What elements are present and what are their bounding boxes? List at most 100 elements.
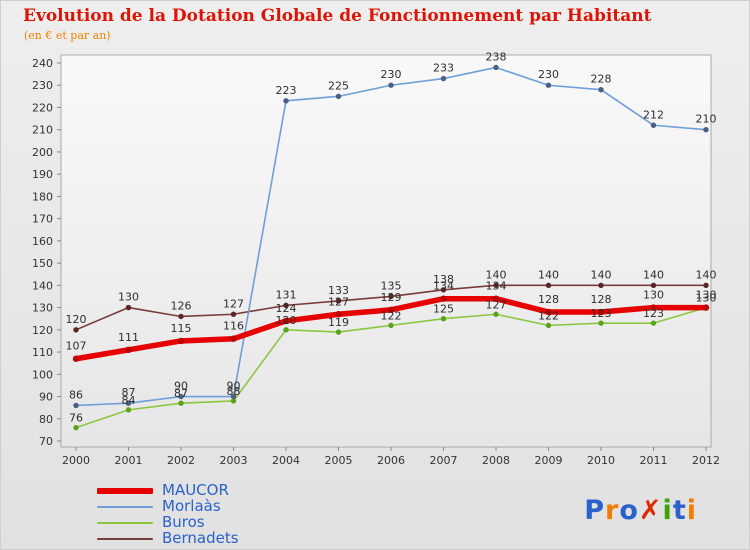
logo-letter: i	[662, 495, 673, 526]
svg-text:2004: 2004	[272, 454, 300, 467]
legend-swatch	[97, 537, 153, 540]
svg-text:84: 84	[122, 394, 136, 407]
svg-text:90: 90	[39, 391, 53, 404]
svg-text:125: 125	[433, 303, 454, 316]
svg-text:100: 100	[32, 368, 53, 381]
svg-text:127: 127	[486, 298, 507, 311]
chart-title: Evolution de la Dotation Globale de Fonc…	[23, 6, 652, 26]
svg-text:170: 170	[32, 213, 53, 226]
svg-text:87: 87	[122, 386, 136, 399]
chart-subtitle: (en € et par an)	[24, 29, 111, 42]
svg-text:76: 76	[69, 412, 83, 425]
svg-text:233: 233	[433, 62, 454, 75]
svg-text:90: 90	[174, 380, 188, 393]
svg-text:133: 133	[328, 284, 349, 297]
svg-text:2001: 2001	[115, 454, 143, 467]
svg-text:130: 130	[696, 292, 717, 305]
svg-text:210: 210	[32, 124, 53, 137]
svg-text:120: 120	[276, 314, 297, 327]
svg-text:2003: 2003	[220, 454, 248, 467]
svg-text:223: 223	[276, 84, 297, 97]
svg-text:130: 130	[643, 289, 664, 302]
svg-text:134: 134	[433, 280, 454, 293]
svg-text:212: 212	[643, 108, 664, 121]
svg-text:138: 138	[433, 273, 454, 286]
logo-letter: i	[686, 495, 697, 526]
logo-letter: o	[619, 495, 639, 526]
legend-item: Bernadets	[97, 529, 239, 547]
svg-text:131: 131	[276, 288, 297, 301]
logo-letter: r	[605, 495, 620, 526]
svg-text:86: 86	[69, 388, 83, 401]
svg-text:119: 119	[328, 316, 349, 329]
svg-text:140: 140	[538, 268, 559, 281]
svg-text:120: 120	[66, 313, 87, 326]
legend-label: MAUCOR	[162, 481, 229, 499]
proxiti-logo: Pro✗iti	[584, 495, 697, 526]
svg-text:140: 140	[486, 268, 507, 281]
svg-text:123: 123	[591, 307, 612, 320]
svg-text:127: 127	[328, 295, 349, 308]
svg-text:2008: 2008	[482, 454, 510, 467]
svg-text:160: 160	[32, 235, 53, 248]
legend-swatch	[97, 521, 153, 524]
svg-text:140: 140	[32, 279, 53, 292]
svg-text:210: 210	[696, 113, 717, 126]
svg-text:120: 120	[32, 324, 53, 337]
svg-text:123: 123	[643, 307, 664, 320]
svg-text:80: 80	[39, 413, 53, 426]
legend-label: Buros	[162, 513, 205, 531]
svg-text:140: 140	[696, 268, 717, 281]
legend-label: Bernadets	[162, 529, 239, 547]
svg-text:107: 107	[66, 340, 87, 353]
svg-text:2012: 2012	[692, 454, 720, 467]
svg-text:200: 200	[32, 146, 53, 159]
svg-text:230: 230	[32, 79, 53, 92]
svg-text:190: 190	[32, 168, 53, 181]
svg-text:134: 134	[486, 280, 507, 293]
svg-text:115: 115	[171, 322, 192, 335]
svg-text:2006: 2006	[377, 454, 405, 467]
svg-text:220: 220	[32, 101, 53, 114]
svg-text:2009: 2009	[535, 454, 563, 467]
svg-text:88: 88	[227, 385, 241, 398]
svg-text:111: 111	[118, 331, 139, 344]
svg-text:140: 140	[643, 268, 664, 281]
logo-letter: ✗	[638, 495, 663, 526]
svg-text:122: 122	[381, 309, 402, 322]
svg-text:135: 135	[381, 279, 402, 292]
svg-text:124: 124	[276, 302, 297, 315]
svg-text:180: 180	[32, 190, 53, 203]
svg-text:130: 130	[32, 302, 53, 315]
svg-text:128: 128	[538, 293, 559, 306]
svg-text:225: 225	[328, 79, 349, 92]
svg-text:238: 238	[486, 50, 507, 63]
svg-text:2000: 2000	[62, 454, 90, 467]
svg-text:90: 90	[227, 380, 241, 393]
legend-swatch	[97, 505, 153, 508]
svg-text:140: 140	[591, 268, 612, 281]
svg-text:2002: 2002	[167, 454, 195, 467]
svg-text:230: 230	[538, 68, 559, 81]
svg-text:130: 130	[118, 291, 139, 304]
svg-text:127: 127	[223, 297, 244, 310]
legend-item: MAUCOR	[97, 481, 239, 499]
svg-text:126: 126	[171, 299, 192, 312]
svg-text:130: 130	[696, 289, 717, 302]
svg-text:240: 240	[32, 57, 53, 70]
svg-text:230: 230	[381, 68, 402, 81]
svg-text:87: 87	[174, 387, 188, 400]
svg-text:122: 122	[538, 309, 559, 322]
svg-text:2007: 2007	[430, 454, 458, 467]
svg-text:2011: 2011	[640, 454, 668, 467]
chart-legend: MAUCOR Morlaàs Buros Bernadets	[97, 481, 239, 547]
svg-text:129: 129	[381, 291, 402, 304]
legend-label: Morlaàs	[162, 497, 221, 515]
svg-text:2005: 2005	[325, 454, 353, 467]
svg-text:116: 116	[223, 320, 244, 333]
svg-text:228: 228	[591, 73, 612, 86]
svg-text:2010: 2010	[587, 454, 615, 467]
logo-letter: t	[672, 495, 687, 526]
legend-swatch	[97, 487, 153, 494]
svg-text:150: 150	[32, 257, 53, 270]
